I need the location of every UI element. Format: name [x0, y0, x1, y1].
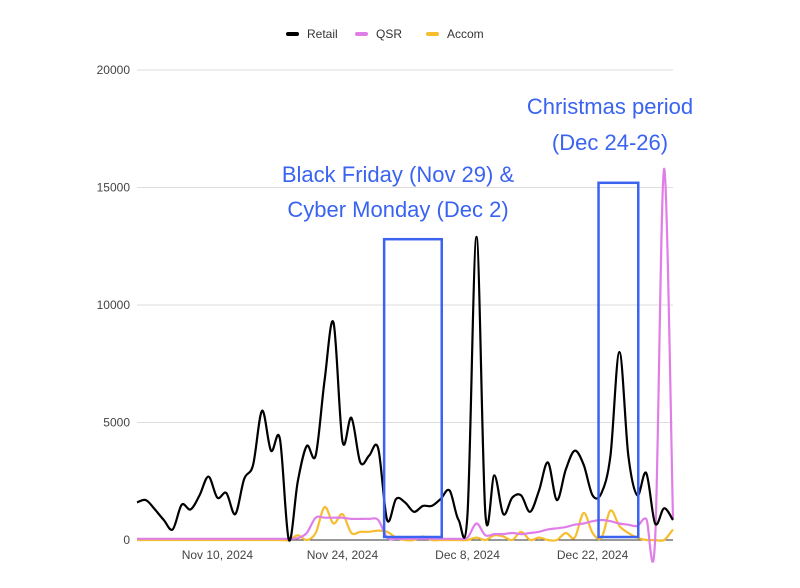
- series-line-accom: [137, 505, 674, 542]
- annotations: Black Friday (Nov 29) & Cyber Monday (Dec…: [282, 94, 693, 539]
- y-tick-label: 0: [123, 533, 130, 547]
- annotation-label: Christmas period: [527, 94, 693, 119]
- x-tick-label: Dec 22, 2024: [557, 548, 629, 562]
- series-lines: [136, 167, 675, 563]
- annotation-label: Cyber Monday (Dec 2): [287, 197, 508, 222]
- y-tick-label: 15000: [97, 181, 131, 195]
- legend-swatch-qsr: [355, 32, 368, 36]
- gridlines: [137, 69, 673, 541]
- x-tick-label: Nov 10, 2024: [182, 548, 254, 562]
- series-line-retail: [136, 235, 674, 542]
- series-line-qsr: [136, 167, 675, 563]
- annotation-box: [597, 181, 640, 539]
- legend-label-accom: Accom: [447, 27, 484, 41]
- legend: Retail QSR Accom: [286, 27, 484, 41]
- x-axis: Nov 10, 2024 Nov 24, 2024 Dec 8, 2024 Dec 2…: [182, 548, 629, 562]
- x-tick-label: Dec 8, 2024: [435, 548, 500, 562]
- legend-label-qsr: QSR: [376, 27, 402, 41]
- y-tick-label: 20000: [97, 63, 131, 77]
- annotation-label: Black Friday (Nov 29) &: [282, 162, 515, 187]
- annotation-label: (Dec 24-26): [552, 130, 668, 155]
- y-tick-label: 10000: [97, 298, 131, 312]
- legend-swatch-accom: [426, 32, 439, 36]
- y-axis: 0 5000 10000 15000 20000: [97, 63, 131, 547]
- legend-swatch-retail: [286, 32, 299, 36]
- legend-label-retail: Retail: [307, 27, 338, 41]
- annotation-box: [382, 237, 443, 539]
- y-tick-label: 5000: [103, 416, 130, 430]
- x-tick-label: Nov 24, 2024: [307, 548, 379, 562]
